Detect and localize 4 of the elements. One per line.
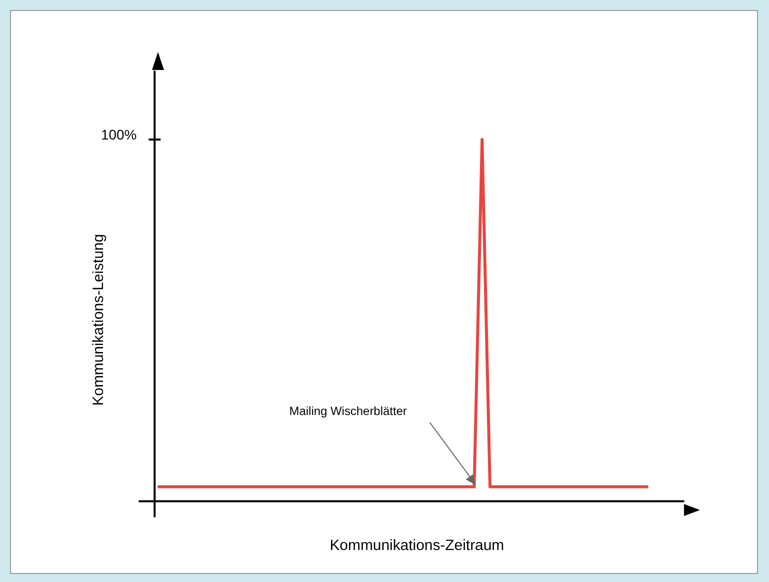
- text: 100%: [100, 126, 137, 142]
- y-axis-title: Kommunikations-Leistung: [90, 234, 107, 406]
- annotation: Mailing Wischerblätter: [289, 404, 407, 418]
- x-axis-title: Kommunikations-Zeitraum: [330, 537, 504, 554]
